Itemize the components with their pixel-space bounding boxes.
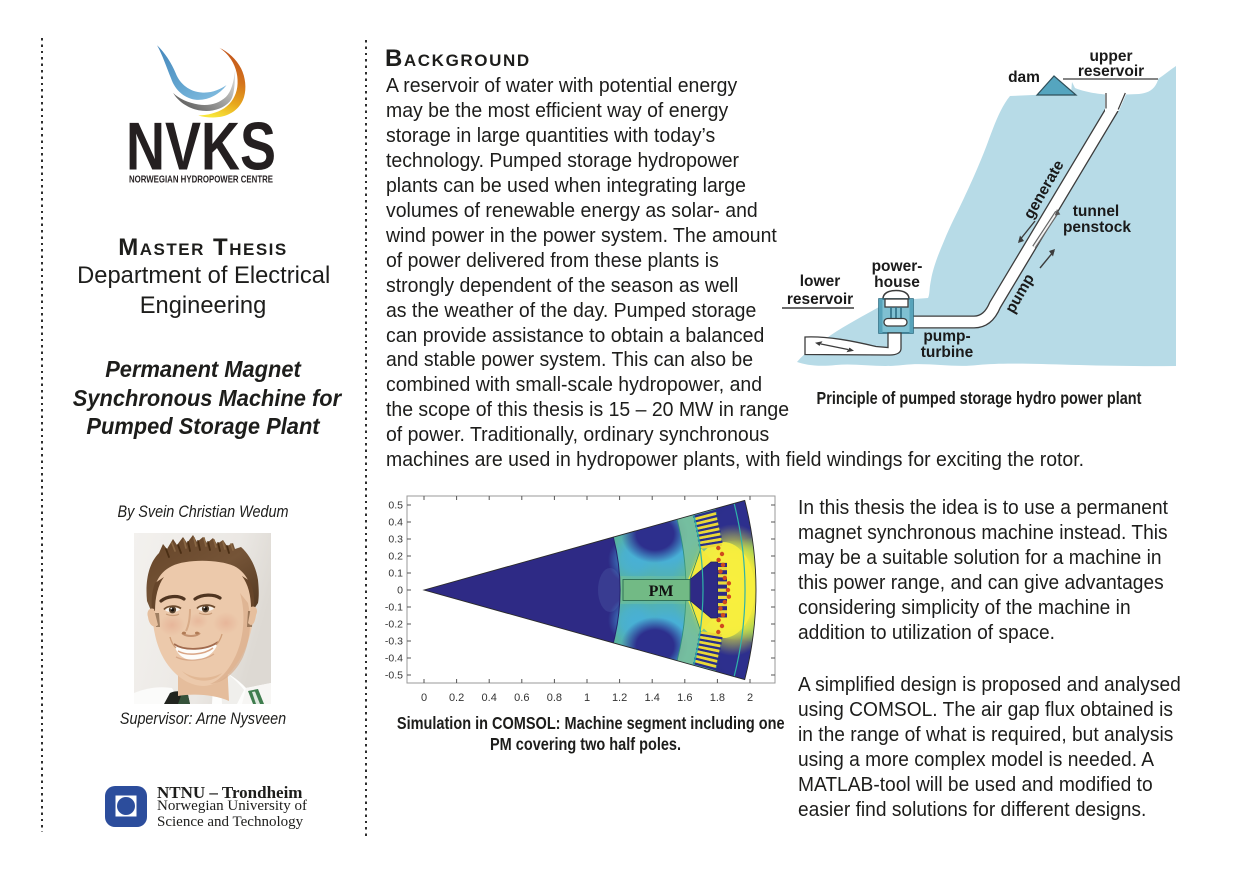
svg-text:-0.4: -0.4 bbox=[385, 653, 403, 665]
svg-text:0.8: 0.8 bbox=[547, 692, 562, 704]
svg-text:1.6: 1.6 bbox=[677, 692, 692, 704]
svg-text:-0.5: -0.5 bbox=[385, 670, 403, 682]
svg-text:0.6: 0.6 bbox=[514, 692, 529, 704]
svg-text:0.2: 0.2 bbox=[449, 692, 464, 704]
svg-text:upper: upper bbox=[1089, 48, 1132, 65]
svg-text:NORWEGIAN HYDROPOWER CENTRE: NORWEGIAN HYDROPOWER CENTRE bbox=[129, 175, 273, 186]
svg-text:0: 0 bbox=[397, 585, 403, 597]
svg-text:NVKS: NVKS bbox=[126, 112, 276, 185]
svg-text:lower: lower bbox=[800, 273, 840, 290]
svg-text:0.2: 0.2 bbox=[388, 551, 403, 563]
svg-text:dam: dam bbox=[1008, 69, 1040, 86]
svg-text:0: 0 bbox=[421, 692, 427, 704]
svg-text:penstock: penstock bbox=[1063, 219, 1131, 236]
svg-text:tunnel: tunnel bbox=[1073, 203, 1120, 220]
svg-text:0.4: 0.4 bbox=[482, 692, 497, 704]
svg-text:1: 1 bbox=[584, 692, 590, 704]
svg-text:0.1: 0.1 bbox=[388, 568, 403, 580]
svg-text:2: 2 bbox=[747, 692, 753, 704]
svg-text:1.2: 1.2 bbox=[612, 692, 627, 704]
svg-text:1.4: 1.4 bbox=[645, 692, 660, 704]
svg-text:PM: PM bbox=[649, 583, 674, 600]
svg-text:power-: power- bbox=[872, 258, 923, 275]
svg-text:0.5: 0.5 bbox=[388, 500, 403, 512]
svg-text:turbine: turbine bbox=[921, 344, 974, 361]
svg-text:-0.1: -0.1 bbox=[385, 602, 403, 614]
svg-text:0.3: 0.3 bbox=[388, 534, 403, 546]
svg-text:-0.3: -0.3 bbox=[385, 636, 403, 648]
svg-text:reservoir: reservoir bbox=[787, 291, 853, 308]
svg-text:reservoir: reservoir bbox=[1078, 63, 1144, 80]
svg-text:1.8: 1.8 bbox=[710, 692, 725, 704]
svg-text:house: house bbox=[874, 274, 920, 291]
svg-text:pump-: pump- bbox=[923, 328, 970, 345]
svg-text:0.4: 0.4 bbox=[388, 517, 403, 529]
svg-text:-0.2: -0.2 bbox=[385, 619, 403, 631]
